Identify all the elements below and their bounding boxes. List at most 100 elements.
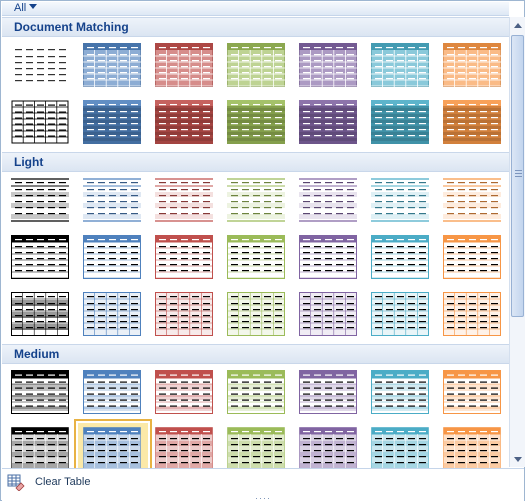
table-style-thumbnail [299,235,357,279]
table-style-thumbnail [15,49,66,82]
table-style-thumbnail [371,178,429,222]
section-header-document-matching: Document Matching [2,17,509,37]
table-style-medium-1-5[interactable] [294,366,364,419]
table-style-document-matching-2-1[interactable] [6,96,76,149]
table-style-document-matching-1-1[interactable] [6,39,76,92]
table-style-light-3-4[interactable] [222,288,292,341]
dropdown-arrow-icon [29,4,38,9]
table-style-medium-1-4[interactable] [222,366,292,419]
table-style-medium-1-1[interactable] [6,366,76,419]
table-style-light-2-1[interactable] [6,231,76,284]
table-style-light-3-1[interactable] [6,288,76,341]
section-header-medium: Medium [2,344,509,364]
table-style-light-2-4[interactable] [222,231,292,284]
table-style-thumbnail [83,235,141,279]
table-style-thumbnail [443,43,501,87]
scroll-down-arrow-icon[interactable] [510,451,525,467]
table-style-thumbnail [155,427,213,471]
table-style-thumbnail [227,292,285,336]
scroll-up-arrow-icon[interactable] [510,17,525,33]
gallery-footer: Clear Table ···· [2,468,524,501]
table-style-medium-2-1[interactable] [6,423,76,476]
table-style-medium-2-3[interactable] [150,423,220,476]
table-style-medium-1-2[interactable] [78,366,148,419]
table-style-light-2-3[interactable] [150,231,220,284]
table-style-thumbnail [227,370,285,414]
table-style-medium-2-4[interactable] [222,423,292,476]
table-style-medium-2-5[interactable] [294,423,364,476]
table-style-document-matching-2-6[interactable] [366,96,436,149]
table-style-thumbnail [83,100,141,144]
section-header-light: Light [2,152,509,172]
table-style-light-1-3[interactable] [150,174,220,227]
table-style-light-1-4[interactable] [222,174,292,227]
table-style-light-2-7[interactable] [438,231,508,284]
vertical-scrollbar[interactable] [509,17,525,467]
table-style-medium-2-2[interactable] [74,419,152,480]
table-style-document-matching-2-4[interactable] [222,96,292,149]
table-style-light-3-2[interactable] [78,288,148,341]
table-style-thumbnail [227,427,285,471]
table-style-document-matching-1-4[interactable] [222,39,292,92]
table-style-thumbnail [155,43,213,87]
table-style-light-3-5[interactable] [294,288,364,341]
table-style-thumbnail [11,427,69,471]
table-style-thumbnail [83,370,141,414]
table-style-light-1-1[interactable] [6,174,76,227]
filter-dropdown[interactable]: All [2,2,509,16]
table-style-medium-2-6[interactable] [366,423,436,476]
table-style-light-1-2[interactable] [78,174,148,227]
table-eraser-icon [7,474,25,491]
table-style-light-1-6[interactable] [366,174,436,227]
table-style-thumbnail [299,292,357,336]
scroll-thumb[interactable] [511,35,524,317]
table-style-thumbnail [155,235,213,279]
table-style-medium-1-3[interactable] [150,366,220,419]
table-style-thumbnail [371,43,429,87]
table-style-document-matching-1-3[interactable] [150,39,220,92]
table-style-thumbnail [443,370,501,414]
table-style-thumbnail [371,235,429,279]
table-style-light-3-7[interactable] [438,288,508,341]
table-style-document-matching-2-2[interactable] [78,96,148,149]
table-style-document-matching-2-5[interactable] [294,96,364,149]
table-style-thumbnail [443,100,501,144]
table-style-light-2-6[interactable] [366,231,436,284]
table-style-thumbnail [443,292,501,336]
table-style-thumbnail [11,235,69,279]
table-style-thumbnail [11,292,69,336]
table-style-medium-1-7[interactable] [438,366,508,419]
table-style-thumbnail [155,292,213,336]
table-style-thumbnail [83,178,141,222]
table-style-document-matching-1-2[interactable] [78,39,148,92]
table-style-thumbnail [155,370,213,414]
table-style-thumbnail [11,178,69,222]
table-style-light-2-5[interactable] [294,231,364,284]
table-style-light-3-3[interactable] [150,288,220,341]
table-style-medium-1-6[interactable] [366,366,436,419]
table-style-thumbnail [299,43,357,87]
table-style-document-matching-1-6[interactable] [366,39,436,92]
table-style-thumbnail [11,370,69,414]
table-style-document-matching-2-7[interactable] [438,96,508,149]
table-style-thumbnail [299,427,357,471]
resize-grip-icon[interactable]: ···· [255,493,271,501]
table-style-medium-2-7[interactable] [438,423,508,476]
clear-table-label: Clear Table [35,476,91,488]
table-style-thumbnail [83,427,141,471]
table-style-thumbnail [227,235,285,279]
table-style-thumbnail [299,370,357,414]
table-style-light-1-7[interactable] [438,174,508,227]
clear-table-button[interactable]: Clear Table [4,471,124,493]
table-style-light-3-6[interactable] [366,288,436,341]
table-style-document-matching-1-5[interactable] [294,39,364,92]
table-style-light-2-2[interactable] [78,231,148,284]
table-style-thumbnail [227,43,285,87]
table-style-document-matching-2-3[interactable] [150,96,220,149]
table-style-thumbnail [11,100,69,144]
filter-label: All [14,2,27,14]
table-style-thumbnail [227,178,285,222]
table-style-light-1-5[interactable] [294,174,364,227]
table-style-document-matching-1-7[interactable] [438,39,508,92]
